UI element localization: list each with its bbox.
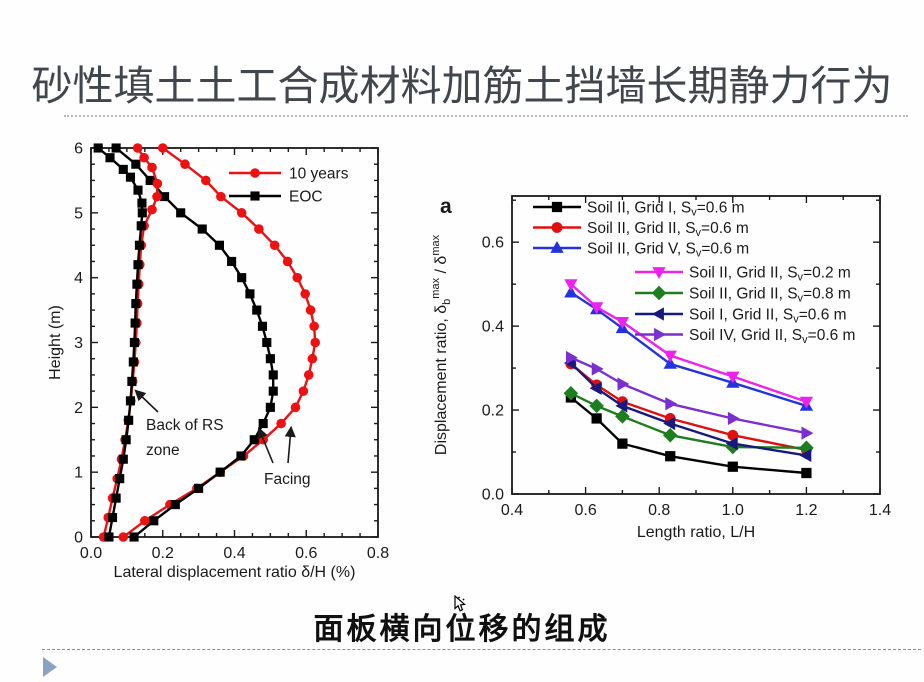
- svg-text:Soil II, Grid I, Sv=0.6 m: Soil II, Grid I, Sv=0.6 m: [587, 200, 745, 219]
- svg-text:0.6: 0.6: [574, 502, 596, 519]
- svg-text:6: 6: [74, 141, 83, 158]
- footer-right-triangle-icon: [43, 657, 57, 677]
- svg-text:0.8: 0.8: [367, 545, 389, 562]
- footer-divider-dashed-line: [42, 649, 921, 650]
- svg-text:1.2: 1.2: [795, 502, 817, 519]
- svg-text:10 years: 10 years: [289, 166, 349, 183]
- svg-text:0.0: 0.0: [482, 487, 504, 504]
- svg-text:1: 1: [74, 465, 83, 482]
- mouse-cursor-icon: [451, 594, 467, 619]
- title-divider-dotted-line: [64, 115, 908, 117]
- svg-text:0.4: 0.4: [501, 502, 523, 519]
- slide-caption: 面板横向位移的组成: [313, 613, 611, 646]
- svg-text:Back of RS: Back of RS: [146, 417, 224, 434]
- right-chart-displacement-ratio-vs-length-ratio: 0.4 0.6 0.8 1.0 1.2 1.4 0.0 0.2 0.4 0.6 Length rat…: [430, 195, 891, 541]
- svg-text:3: 3: [74, 335, 83, 352]
- svg-text:1.4: 1.4: [869, 502, 891, 519]
- svg-text:Facing: Facing: [264, 471, 311, 488]
- slide-title: 砂性填土土工合成材料加筋土挡墙长期静力行为: [31, 63, 893, 109]
- svg-text:Lateral displacement ratio δ/H: Lateral displacement ratio δ/H (%): [114, 564, 356, 581]
- svg-text:2: 2: [74, 400, 83, 417]
- svg-text:Height (m): Height (m): [47, 305, 64, 380]
- left-chart-lateral-displacement-profile: 0.0 0.2 0.4 0.6 0.8 0 1 2 3 4 5 6 Lateral displaceme…: [47, 141, 389, 582]
- svg-text:0.6: 0.6: [295, 545, 317, 562]
- svg-text:Soil II, Grid II, Sv=0.8 m: Soil II, Grid II, Sv=0.8 m: [689, 286, 851, 305]
- svg-text:Soil I, Grid II, Sv=0.6 m: Soil I, Grid II, Sv=0.6 m: [689, 307, 847, 326]
- svg-text:Soil II, Grid V, Sv=0.6 m: Soil II, Grid V, Sv=0.6 m: [587, 241, 749, 260]
- svg-text:0.4: 0.4: [223, 545, 245, 562]
- svg-text:5: 5: [74, 205, 83, 222]
- svg-text:0.8: 0.8: [648, 502, 670, 519]
- svg-text:1.0: 1.0: [722, 502, 744, 519]
- svg-text:0.2: 0.2: [152, 545, 174, 562]
- svg-text:Soil II, Grid II, Sv=0.2 m: Soil II, Grid II, Sv=0.2 m: [689, 265, 851, 284]
- svg-text:a: a: [440, 195, 452, 218]
- svg-text:EOC: EOC: [289, 189, 323, 206]
- svg-text:zone: zone: [146, 442, 180, 459]
- svg-text:0.4: 0.4: [482, 319, 504, 336]
- svg-text:0.2: 0.2: [482, 403, 504, 420]
- svg-text:0: 0: [74, 530, 83, 547]
- svg-text:Soil IV, Grid II, Sv=0.6 m: Soil IV, Grid II, Sv=0.6 m: [689, 327, 855, 346]
- svg-text:Displacement ratio, δbmax / δm: Displacement ratio, δbmax / δmax: [430, 234, 453, 455]
- svg-text:4: 4: [74, 270, 83, 287]
- svg-text:Soil II, Grid II, Sv=0.6 m: Soil II, Grid II, Sv=0.6 m: [587, 220, 749, 239]
- svg-text:0.6: 0.6: [482, 235, 504, 252]
- svg-text:0.0: 0.0: [80, 545, 102, 562]
- svg-text:Length ratio, L/H: Length ratio, L/H: [637, 524, 755, 541]
